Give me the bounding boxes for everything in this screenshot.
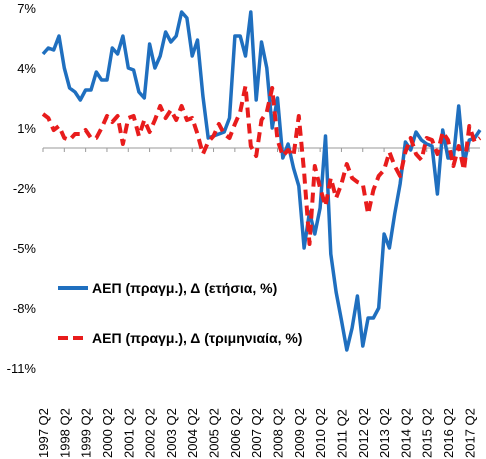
y-tick-label: -11% bbox=[7, 361, 37, 376]
y-tick-label: 7% bbox=[17, 1, 36, 16]
x-tick-label: 2010 Q2 bbox=[313, 408, 328, 458]
x-tick-label: 2012 Q2 bbox=[356, 408, 371, 458]
y-tick-label: 1% bbox=[17, 121, 36, 136]
series-line-annual bbox=[41, 10, 482, 352]
x-axis: 1997 Q2 1998 Q2 1999 Q2 2000 Q2 2001 Q2 2002 … bbox=[36, 147, 480, 458]
x-tick-label: 2004 Q2 bbox=[185, 408, 200, 458]
legend-label-quarterly: ΑΕΠ (πραγμ.), Δ (τριμηνιαία, %) bbox=[92, 330, 302, 346]
x-tick-label: 2014 Q2 bbox=[398, 408, 413, 458]
x-tick-label: 1998 Q2 bbox=[57, 408, 72, 458]
x-tick-label: 2016 Q2 bbox=[441, 408, 456, 458]
legend: ΑΕΠ (πραγμ.), Δ (ετήσια, %) ΑΕΠ (πραγμ.),… bbox=[58, 280, 302, 346]
y-tick-label: -2% bbox=[13, 181, 37, 196]
x-tick-label: 2000 Q2 bbox=[100, 408, 115, 458]
x-tick-label: 2001 Q2 bbox=[121, 408, 136, 458]
x-tick-label: 2015 Q2 bbox=[420, 408, 435, 458]
legend-label-annual: ΑΕΠ (πραγμ.), Δ (ετήσια, %) bbox=[92, 280, 277, 296]
y-tick-label: -5% bbox=[13, 241, 37, 256]
x-tick-label: 2011 Q2 bbox=[334, 409, 349, 458]
y-tick-label: -8% bbox=[13, 301, 37, 316]
x-tick-label: 2003 Q2 bbox=[164, 408, 179, 458]
series-line-quarterly bbox=[41, 84, 482, 246]
x-tick-label: 1999 Q2 bbox=[79, 408, 94, 458]
x-tick-label: 2006 Q2 bbox=[228, 408, 243, 458]
series-layer bbox=[41, 10, 482, 352]
x-tick-label: 2005 Q2 bbox=[207, 408, 222, 458]
x-tick-label: 2008 Q2 bbox=[270, 408, 285, 458]
x-tick-label: 1997 Q2 bbox=[36, 408, 51, 458]
x-tick-label: 2002 Q2 bbox=[143, 408, 158, 458]
x-tick-label: 2007 Q2 bbox=[249, 408, 264, 458]
x-tick-label: 2009 Q2 bbox=[292, 408, 307, 458]
y-tick-label: 4% bbox=[17, 61, 36, 76]
y-axis: 7% 4% 1% -2% -5% -8% -11% bbox=[7, 1, 37, 376]
x-tick-label: 2013 Q2 bbox=[377, 408, 392, 458]
x-tick-label: 2017 Q2 bbox=[462, 408, 477, 458]
